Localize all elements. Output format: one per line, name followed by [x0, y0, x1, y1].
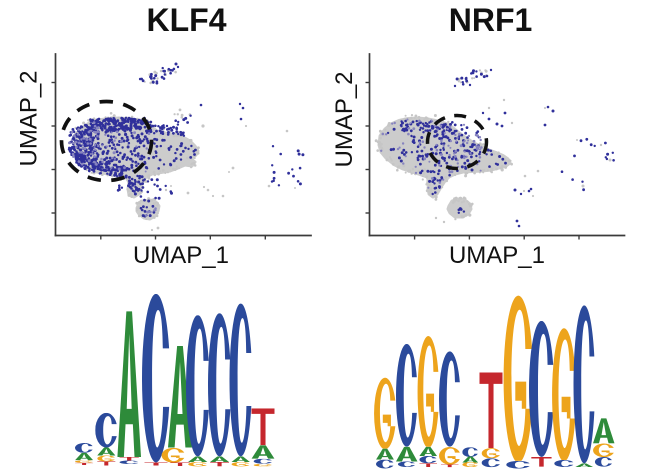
- svg-text:UMAP_1: UMAP_1: [449, 242, 545, 269]
- svg-text:UMAP_1: UMAP_1: [133, 242, 229, 269]
- svg-text:KLF4: KLF4: [147, 2, 227, 38]
- svg-text:UMAP_2: UMAP_2: [331, 71, 358, 167]
- svg-text:NRF1: NRF1: [449, 2, 533, 38]
- svg-text:UMAP_2: UMAP_2: [16, 70, 43, 166]
